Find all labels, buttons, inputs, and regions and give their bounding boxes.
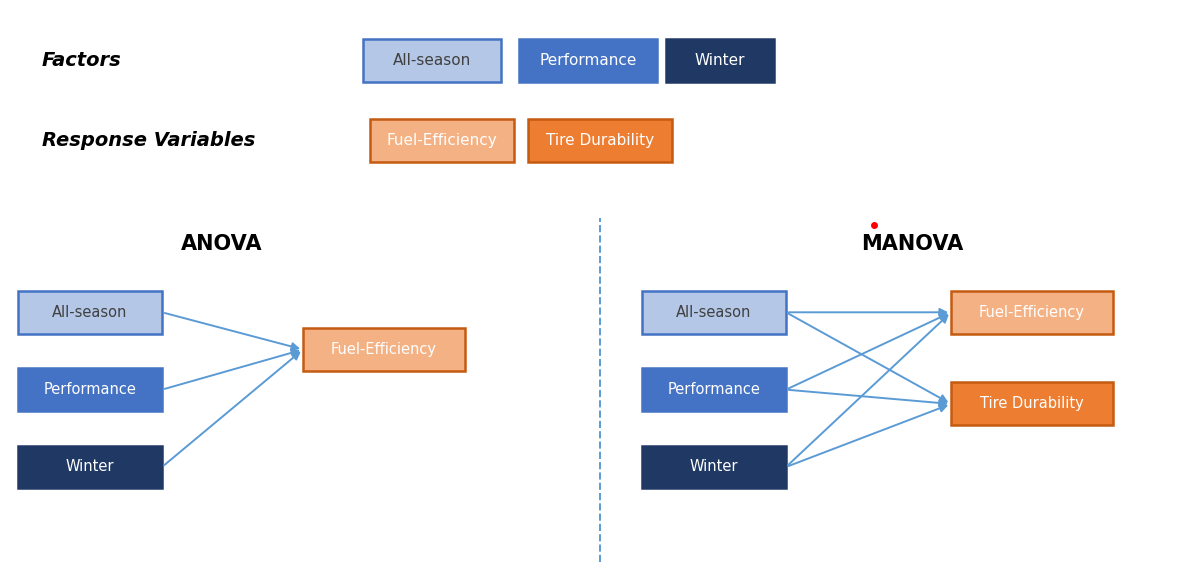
FancyBboxPatch shape bbox=[952, 291, 1114, 333]
Text: Fuel-Efficiency: Fuel-Efficiency bbox=[979, 305, 1085, 320]
Text: Winter: Winter bbox=[66, 460, 114, 474]
FancyBboxPatch shape bbox=[18, 368, 162, 411]
Text: Response Variables: Response Variables bbox=[42, 131, 256, 150]
FancyBboxPatch shape bbox=[18, 291, 162, 333]
Text: MANOVA: MANOVA bbox=[860, 234, 964, 253]
Text: Tire Durability: Tire Durability bbox=[980, 397, 1084, 411]
Text: Fuel-Efficiency: Fuel-Efficiency bbox=[386, 133, 497, 148]
Text: Performance: Performance bbox=[539, 53, 637, 68]
FancyBboxPatch shape bbox=[528, 119, 672, 162]
FancyBboxPatch shape bbox=[302, 328, 466, 371]
Text: Performance: Performance bbox=[667, 382, 761, 397]
FancyBboxPatch shape bbox=[18, 446, 162, 488]
Text: All-season: All-season bbox=[677, 305, 751, 320]
FancyBboxPatch shape bbox=[370, 119, 514, 162]
Text: Fuel-Efficiency: Fuel-Efficiency bbox=[331, 342, 437, 357]
Text: Factors: Factors bbox=[42, 50, 121, 70]
Text: All-season: All-season bbox=[392, 53, 472, 68]
Text: Tire Durability: Tire Durability bbox=[546, 133, 654, 148]
Text: Winter: Winter bbox=[690, 460, 738, 474]
FancyBboxPatch shape bbox=[952, 383, 1114, 425]
FancyBboxPatch shape bbox=[364, 39, 502, 81]
FancyBboxPatch shape bbox=[666, 39, 774, 81]
FancyBboxPatch shape bbox=[642, 368, 786, 411]
FancyBboxPatch shape bbox=[642, 291, 786, 333]
Text: Performance: Performance bbox=[43, 382, 137, 397]
FancyBboxPatch shape bbox=[642, 446, 786, 488]
Text: Winter: Winter bbox=[695, 53, 745, 68]
Text: All-season: All-season bbox=[53, 305, 127, 320]
Text: ANOVA: ANOVA bbox=[181, 234, 263, 253]
FancyBboxPatch shape bbox=[520, 39, 658, 81]
